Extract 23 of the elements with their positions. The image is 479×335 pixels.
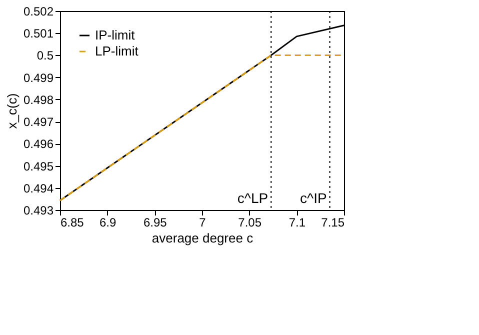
y-axis-title: x_c(c) [4,93,20,129]
x-axis-title: average degree c [152,230,254,246]
y-tick-label: 0.502 [23,4,54,18]
y-tick-label: 0.497 [23,115,54,130]
x-tick-label: 6.9 [99,216,116,230]
y-tick-label: 0.493 [23,204,54,218]
x-tick-label: 6.85 [60,216,84,230]
x-tick-label: 7 [199,216,206,230]
legend-label: IP-limit [95,28,136,42]
y-tick-label: 0.496 [23,137,54,152]
ref-line-label: c^LP [237,190,268,206]
y-tick-label: 0.495 [23,159,54,174]
y-tick-label: 0.498 [23,92,54,107]
ref-line-label: c^IP [300,190,327,206]
x-tick-label: 6.95 [143,216,168,230]
x-tick-label: 7.15 [321,216,345,230]
y-tick-label: 0.494 [23,181,54,196]
y-tick-label: 0.5 [36,48,54,63]
x-tick-label: 7.05 [238,216,262,230]
y-tick-label: 0.499 [23,70,54,85]
legend-label: LP-limit [95,44,139,58]
x-tick-label: 7.1 [288,216,306,230]
y-tick-label: 0.501 [23,26,54,41]
